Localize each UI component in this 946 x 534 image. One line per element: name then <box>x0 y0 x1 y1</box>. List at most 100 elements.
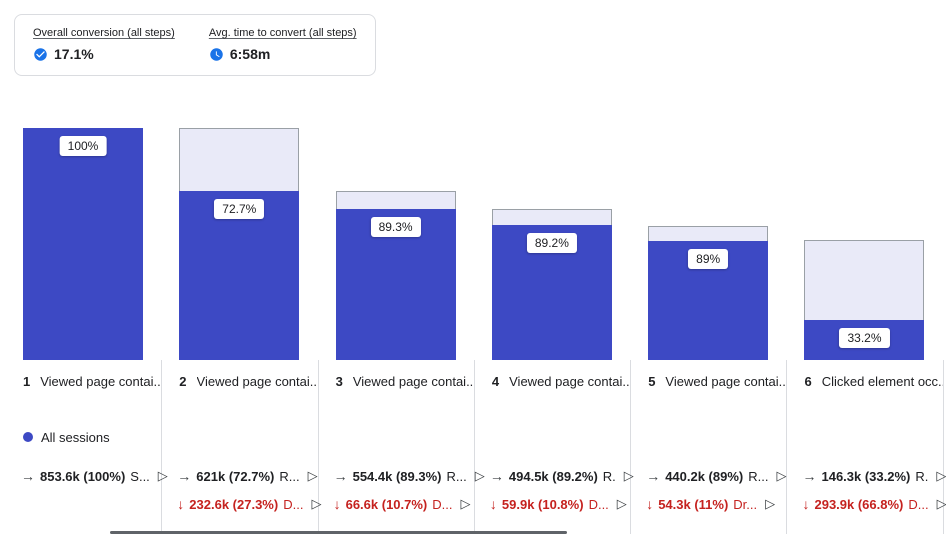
funnel-bar-step-5[interactable]: 89% <box>648 226 769 360</box>
abandonment-value: 232.6k (27.3%) <box>189 496 279 512</box>
funnel-bar-fill: 33.2% <box>804 320 925 360</box>
play-button[interactable]: ▷ <box>474 468 485 483</box>
completion-tail: S... <box>130 468 150 484</box>
step-header: 3 Viewed page contai... <box>319 374 474 412</box>
abandonment-value: 54.3k (11%) <box>658 496 729 512</box>
play-button[interactable]: ▷ <box>157 468 168 483</box>
abandonment-stat: ↓ 54.3k (11%) Dr... ▷ <box>631 490 786 518</box>
play-button[interactable]: ▷ <box>776 468 787 483</box>
funnel-bar-step-4[interactable]: 89.2% <box>491 209 612 360</box>
metric-overall-conversion: Overall conversion (all steps) 17.1% <box>33 27 175 62</box>
overall-conversion-label[interactable]: Overall conversion (all steps) <box>33 27 175 39</box>
completion-stat: → 853.6k (100%) S... ▷ <box>6 462 168 490</box>
funnel-bar-step-3[interactable]: 89.3% <box>335 191 456 360</box>
conversion-rate-pill: 33.2% <box>839 328 890 348</box>
funnel-bar-fill: 72.7% <box>179 191 300 360</box>
funnel-bar-fill: 89% <box>648 241 769 360</box>
step-number: 4 <box>491 374 500 389</box>
funnel-column-6: 33.2% <box>787 240 943 360</box>
abandonment-tail: D... <box>432 496 453 512</box>
completion-stat: → 621k (72.7%) R... ▷ <box>162 462 317 490</box>
play-button[interactable]: ▷ <box>307 468 318 483</box>
play-button[interactable]: ▷ <box>616 496 627 511</box>
play-button[interactable]: ▷ <box>311 496 322 511</box>
funnel-table: 1 Viewed page contai... All sessions → 8… <box>0 360 946 534</box>
table-column-3: 3 Viewed page contai... → 554.4k (89.3%)… <box>319 360 485 534</box>
completion-tail: R... <box>279 468 300 484</box>
step-header: 4 Viewed page contai... <box>475 374 630 412</box>
funnel-column-3: 89.3% <box>319 191 475 360</box>
table-column-5: 5 Viewed page contai... → 440.2k (89%) R… <box>631 360 788 534</box>
completion-tail: R. <box>602 468 616 484</box>
conversion-rate-pill: 89.2% <box>526 233 577 253</box>
all-sessions-dot-icon <box>23 432 33 442</box>
completion-value: 146.3k (33.2%) <box>821 468 911 484</box>
abandonment-stat: ↓ 293.9k (66.8%) D... ▷ <box>787 490 946 518</box>
completion-value: 494.5k (89.2%) <box>508 468 598 484</box>
play-button[interactable]: ▷ <box>765 496 776 511</box>
step-label: Viewed page contai... <box>196 374 318 389</box>
funnel-column-5: 89% <box>631 226 787 360</box>
step-header: 2 Viewed page contai... <box>162 374 317 412</box>
abandonment-tail: D... <box>283 496 304 512</box>
table-column-6: 6 Clicked element occ... → 146.3k (33.2%… <box>787 360 946 534</box>
right-arrow-icon: → <box>333 468 348 484</box>
right-arrow-icon: → <box>802 468 817 484</box>
legend-row <box>319 412 474 462</box>
abandonment-tail: Dr... <box>733 496 758 512</box>
play-button[interactable]: ▷ <box>936 468 946 483</box>
table-column-1: 1 Viewed page contai... All sessions → 8… <box>6 360 168 534</box>
funnel-bar-fill: 89.3% <box>335 209 456 360</box>
abandonment-value: 59.9k (10.8%) <box>501 496 584 512</box>
step-label: Viewed page contai... <box>665 374 787 389</box>
conversion-rate-pill: 89% <box>688 249 729 269</box>
completion-tail: R... <box>446 468 467 484</box>
funnel-chart: 100% 72.7% 89.3% 89.2% 89% <box>0 128 946 360</box>
table-column-4: 4 Viewed page contai... → 494.5k (89.2%)… <box>475 360 634 534</box>
abandonment-tail: D... <box>588 496 609 512</box>
step-number: 2 <box>179 374 187 389</box>
clock-icon <box>210 47 223 61</box>
horizontal-scrollbar[interactable] <box>110 531 567 534</box>
step-number: 1 <box>23 374 31 389</box>
step-header: 5 Viewed page contai... <box>631 374 786 412</box>
funnel-bar-step-1[interactable]: 100% <box>23 128 143 360</box>
down-arrow-icon: ↓ <box>802 496 810 512</box>
step-number: 6 <box>804 374 812 389</box>
step-label: Viewed page contai... <box>352 374 474 389</box>
funnel-bar-step-2[interactable]: 72.7% <box>179 128 300 360</box>
step-label: Viewed page contai... <box>509 374 631 389</box>
overall-conversion-value: 17.1% <box>54 46 94 62</box>
metric-avg-time: Avg. time to convert (all steps) 6:58m <box>209 27 357 62</box>
completion-value: 621k (72.7%) <box>196 468 275 484</box>
legend-row <box>475 412 630 462</box>
conversion-rate-pill: 100% <box>59 136 107 156</box>
step-header: 6 Clicked element occ... <box>787 374 942 412</box>
completion-stat: → 494.5k (89.2%) R. ▷ <box>475 462 634 490</box>
completion-tail: R... <box>748 468 769 484</box>
conversion-rate-pill: 72.7% <box>214 199 265 219</box>
step-number: 5 <box>648 374 656 389</box>
summary-card: Overall conversion (all steps) 17.1% Avg… <box>14 14 376 76</box>
completion-stat: → 146.3k (33.2%) R. ▷ <box>787 462 946 490</box>
abandonment-tail: D... <box>908 496 929 512</box>
right-arrow-icon: → <box>646 468 661 484</box>
conversion-rate-pill: 89.3% <box>370 217 421 237</box>
funnel-bar-fill: 89.2% <box>491 225 612 360</box>
right-arrow-icon: → <box>21 468 35 484</box>
abandonment-value: 66.6k (10.7%) <box>345 496 428 512</box>
avg-time-label[interactable]: Avg. time to convert (all steps) <box>208 27 357 39</box>
table-column-2: 2 Viewed page contai... → 621k (72.7%) R… <box>162 360 321 534</box>
abandonment-stat: ↓ 232.6k (27.3%) D... ▷ <box>162 490 321 518</box>
play-button[interactable]: ▷ <box>623 468 634 483</box>
funnel-bar-step-6[interactable]: 33.2% <box>804 240 925 360</box>
funnel-column-2: 72.7% <box>162 128 318 360</box>
play-button[interactable]: ▷ <box>936 496 946 511</box>
right-arrow-icon: → <box>489 468 504 484</box>
step-number: 3 <box>335 374 343 389</box>
abandonment-stat: ↓ 59.9k (10.8%) D... ▷ <box>475 490 630 518</box>
play-button[interactable]: ▷ <box>460 496 471 511</box>
step-header: 1 Viewed page contai... <box>6 374 161 412</box>
down-arrow-icon: ↓ <box>333 496 341 512</box>
down-arrow-icon: ↓ <box>646 496 654 512</box>
